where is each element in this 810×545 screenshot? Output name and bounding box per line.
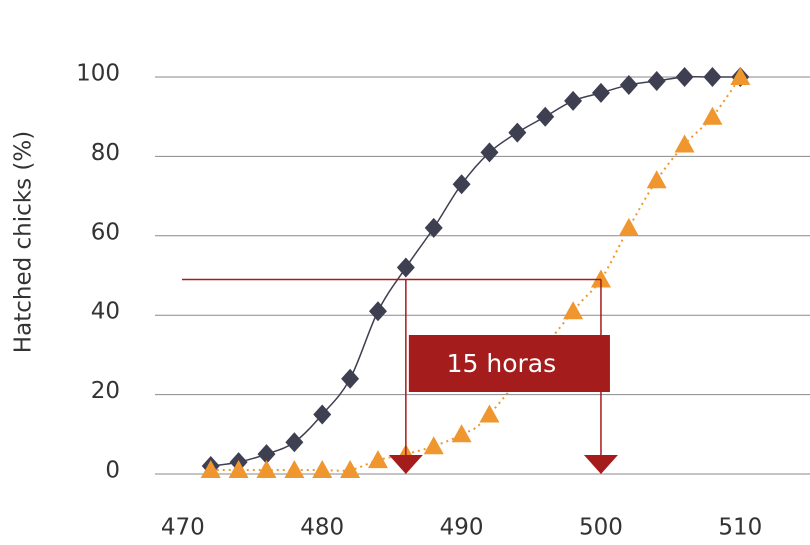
annotation-arrowhead: [388, 455, 423, 474]
triangle-marker: [423, 436, 444, 455]
diamond-marker: [675, 67, 694, 87]
triangle-marker: [228, 460, 249, 479]
triangle-marker: [340, 460, 361, 479]
x-tick-label: 510: [718, 515, 762, 541]
annotation-arrowhead: [583, 455, 618, 474]
triangle-marker: [284, 460, 305, 479]
triangle-marker: [367, 450, 388, 469]
diamond-marker: [396, 257, 415, 278]
y-tick-label: 40: [91, 299, 120, 325]
diamond-marker: [480, 142, 499, 163]
triangle-marker: [618, 217, 639, 236]
triangle-marker: [563, 301, 584, 320]
triangle-marker: [479, 404, 500, 423]
y-tick-label: 0: [105, 458, 120, 484]
diamond-marker: [536, 106, 555, 127]
triangle-marker: [312, 460, 333, 479]
annotation-box: [408, 335, 610, 392]
triangle-marker: [590, 269, 611, 288]
diamond-marker: [313, 404, 332, 425]
y-tick-label: 100: [76, 61, 120, 87]
triangle-marker: [674, 134, 695, 153]
diamond-marker: [703, 67, 722, 87]
y-tick-label: 80: [91, 140, 120, 166]
triangle-marker: [702, 106, 723, 125]
x-tick-label: 480: [300, 515, 344, 541]
triangle-marker: [200, 460, 221, 479]
diamond-marker: [564, 90, 583, 111]
diamond-marker: [647, 70, 666, 91]
diamond-marker: [452, 174, 471, 195]
diamond-marker: [508, 122, 527, 143]
diamond-marker: [341, 368, 360, 389]
diamond-marker: [257, 444, 276, 465]
diamond-marker: [424, 217, 443, 238]
y-tick-label: 20: [91, 378, 120, 404]
triangle-marker: [730, 67, 751, 85]
diamond-marker: [619, 74, 638, 95]
y-tick-label: 60: [91, 219, 120, 245]
series-line: [210, 75, 741, 467]
diamond-marker: [368, 301, 387, 322]
x-tick-label: 470: [161, 515, 205, 541]
triangle-marker: [646, 170, 667, 189]
triangle-marker: [451, 424, 472, 443]
x-tick-label: 500: [579, 515, 623, 541]
diamond-marker: [591, 82, 610, 103]
series-line: [210, 76, 742, 472]
y-axis-label: Hatched chicks (%): [11, 131, 37, 353]
diamond-marker: [285, 432, 304, 453]
triangle-marker: [256, 460, 277, 479]
x-tick-label: 490: [440, 515, 484, 541]
annotation-text: 15 horas: [447, 349, 557, 378]
